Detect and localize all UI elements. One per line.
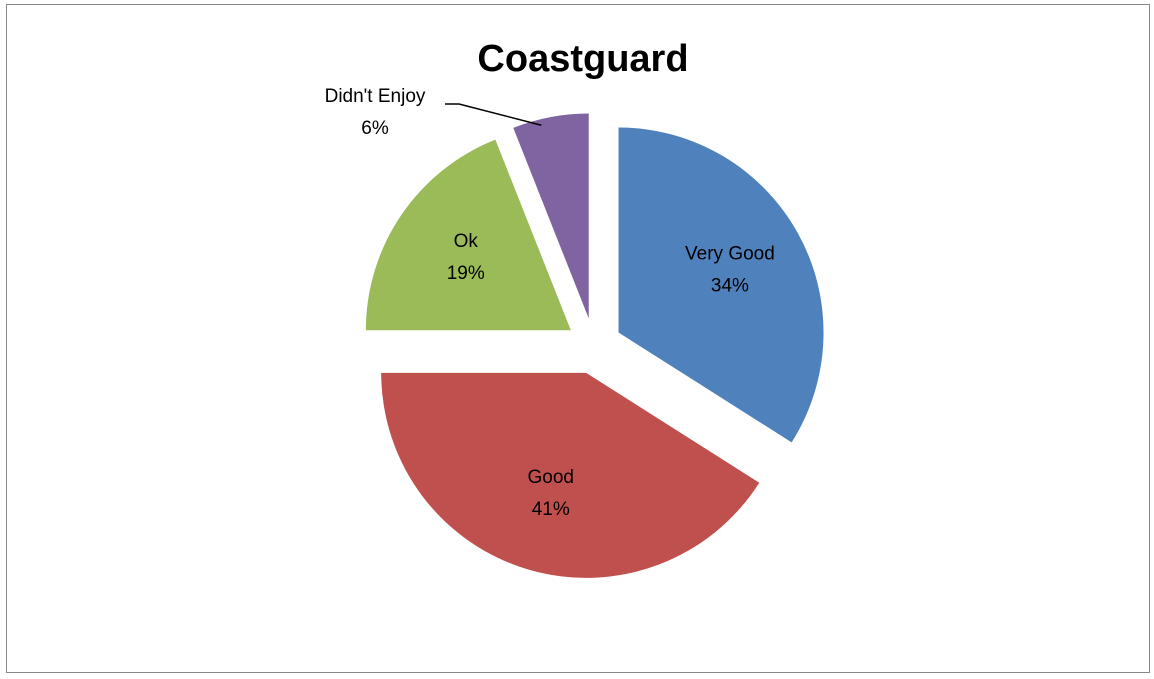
- leader-line: [445, 103, 542, 126]
- pie-slice-very-good: [618, 127, 824, 443]
- pie-chart: Coastguard Very Good 34% Good 41% Ok 19% Didn'…: [325, 38, 824, 578]
- pie-slice-didn-t-enjoy: [513, 113, 589, 319]
- label-very-good-percent: 34%: [711, 275, 749, 296]
- chart-area: Coastguard Very Good 34% Good 41% Ok 19% Didn'…: [6, 4, 1150, 673]
- labels-layer: Very Good 34% Good 41% Ok 19% Didn't Enjoy 6%: [325, 86, 775, 520]
- label-ok-percent: 19%: [447, 263, 485, 284]
- pie-slice-good: [381, 372, 760, 578]
- chart-title: Coastguard: [477, 38, 688, 80]
- label-good-percent: 41%: [532, 499, 570, 520]
- label-didn-t-enjoy-percent: 6%: [361, 118, 389, 139]
- label-good-name: Good: [527, 467, 573, 488]
- label-didn-t-enjoy-name: Didn't Enjoy: [325, 86, 426, 107]
- slices-layer: [365, 113, 824, 578]
- pie-slice-ok: [365, 139, 571, 331]
- label-ok-name: Ok: [454, 231, 479, 252]
- label-very-good-name: Very Good: [685, 243, 775, 264]
